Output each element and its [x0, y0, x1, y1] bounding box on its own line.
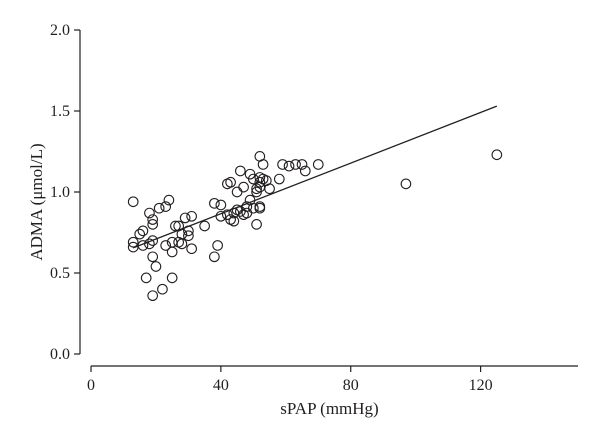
data-point: [179, 212, 191, 224]
x-tick-label: 40: [213, 377, 229, 394]
plot-area: 0.0 0.5 1.0 1.5 2.0 0 40 80 120: [50, 22, 578, 394]
data-point: [241, 207, 253, 219]
x-axis-label: sPAP (mmHg): [280, 399, 378, 418]
data-point: [228, 215, 240, 227]
regression-line: [132, 105, 498, 249]
data-point: [140, 272, 152, 284]
data-point: [127, 236, 139, 248]
data-point: [147, 214, 159, 225]
data-point: [247, 202, 259, 214]
y-tick-label: 2.0: [50, 22, 70, 39]
data-point: [254, 202, 266, 214]
data-points: [127, 149, 503, 302]
data-point: [251, 219, 262, 230]
x-tick-label: 120: [469, 377, 493, 394]
y-tick-label: 0.5: [50, 265, 70, 282]
data-point: [147, 290, 159, 302]
data-point: [290, 159, 301, 170]
data-point: [160, 201, 172, 212]
x-axis-ticks: 0 40 80 120: [87, 366, 493, 394]
data-point: [163, 194, 175, 206]
data-point: [264, 183, 275, 195]
data-point: [400, 178, 412, 190]
data-point: [231, 186, 243, 198]
data-point: [166, 246, 178, 258]
data-point: [186, 210, 197, 222]
data-point: [273, 173, 285, 185]
data-point: [225, 176, 236, 188]
data-point: [215, 210, 227, 222]
data-point: [209, 251, 220, 263]
y-tick-label: 1.5: [50, 103, 70, 120]
data-point: [312, 159, 324, 170]
data-point: [157, 283, 168, 295]
data-point: [153, 202, 165, 214]
data-point: [254, 176, 266, 188]
data-point: [199, 220, 210, 232]
data-point: [296, 159, 308, 170]
y-axis-label: ADMA (μmol/L): [27, 143, 46, 260]
data-point: [137, 225, 149, 237]
y-axis-ticks: 0.0 0.5 1.0 1.5 2.0: [50, 22, 80, 363]
data-point: [147, 235, 159, 246]
x-tick-label: 80: [343, 377, 359, 394]
data-point: [147, 219, 159, 230]
data-point: [144, 207, 155, 219]
data-point: [277, 159, 288, 170]
data-point: [134, 228, 146, 240]
data-point: [299, 165, 311, 177]
data-point: [150, 261, 162, 272]
data-point: [491, 149, 503, 161]
data-point: [234, 165, 246, 177]
y-tick-label: 0.0: [50, 346, 70, 363]
data-point: [209, 197, 220, 209]
data-point: [283, 160, 295, 172]
data-point: [257, 159, 269, 170]
x-tick-label: 0: [87, 377, 95, 394]
data-point: [186, 243, 197, 255]
data-point: [212, 240, 223, 251]
data-point: [183, 230, 194, 242]
data-point: [147, 251, 159, 263]
data-point: [166, 272, 178, 284]
data-point: [215, 199, 227, 211]
data-point: [238, 181, 249, 193]
data-point: [241, 201, 253, 212]
data-point: [127, 196, 139, 208]
y-tick-label: 1.0: [50, 184, 70, 201]
data-point: [176, 238, 188, 250]
data-point: [160, 240, 172, 251]
